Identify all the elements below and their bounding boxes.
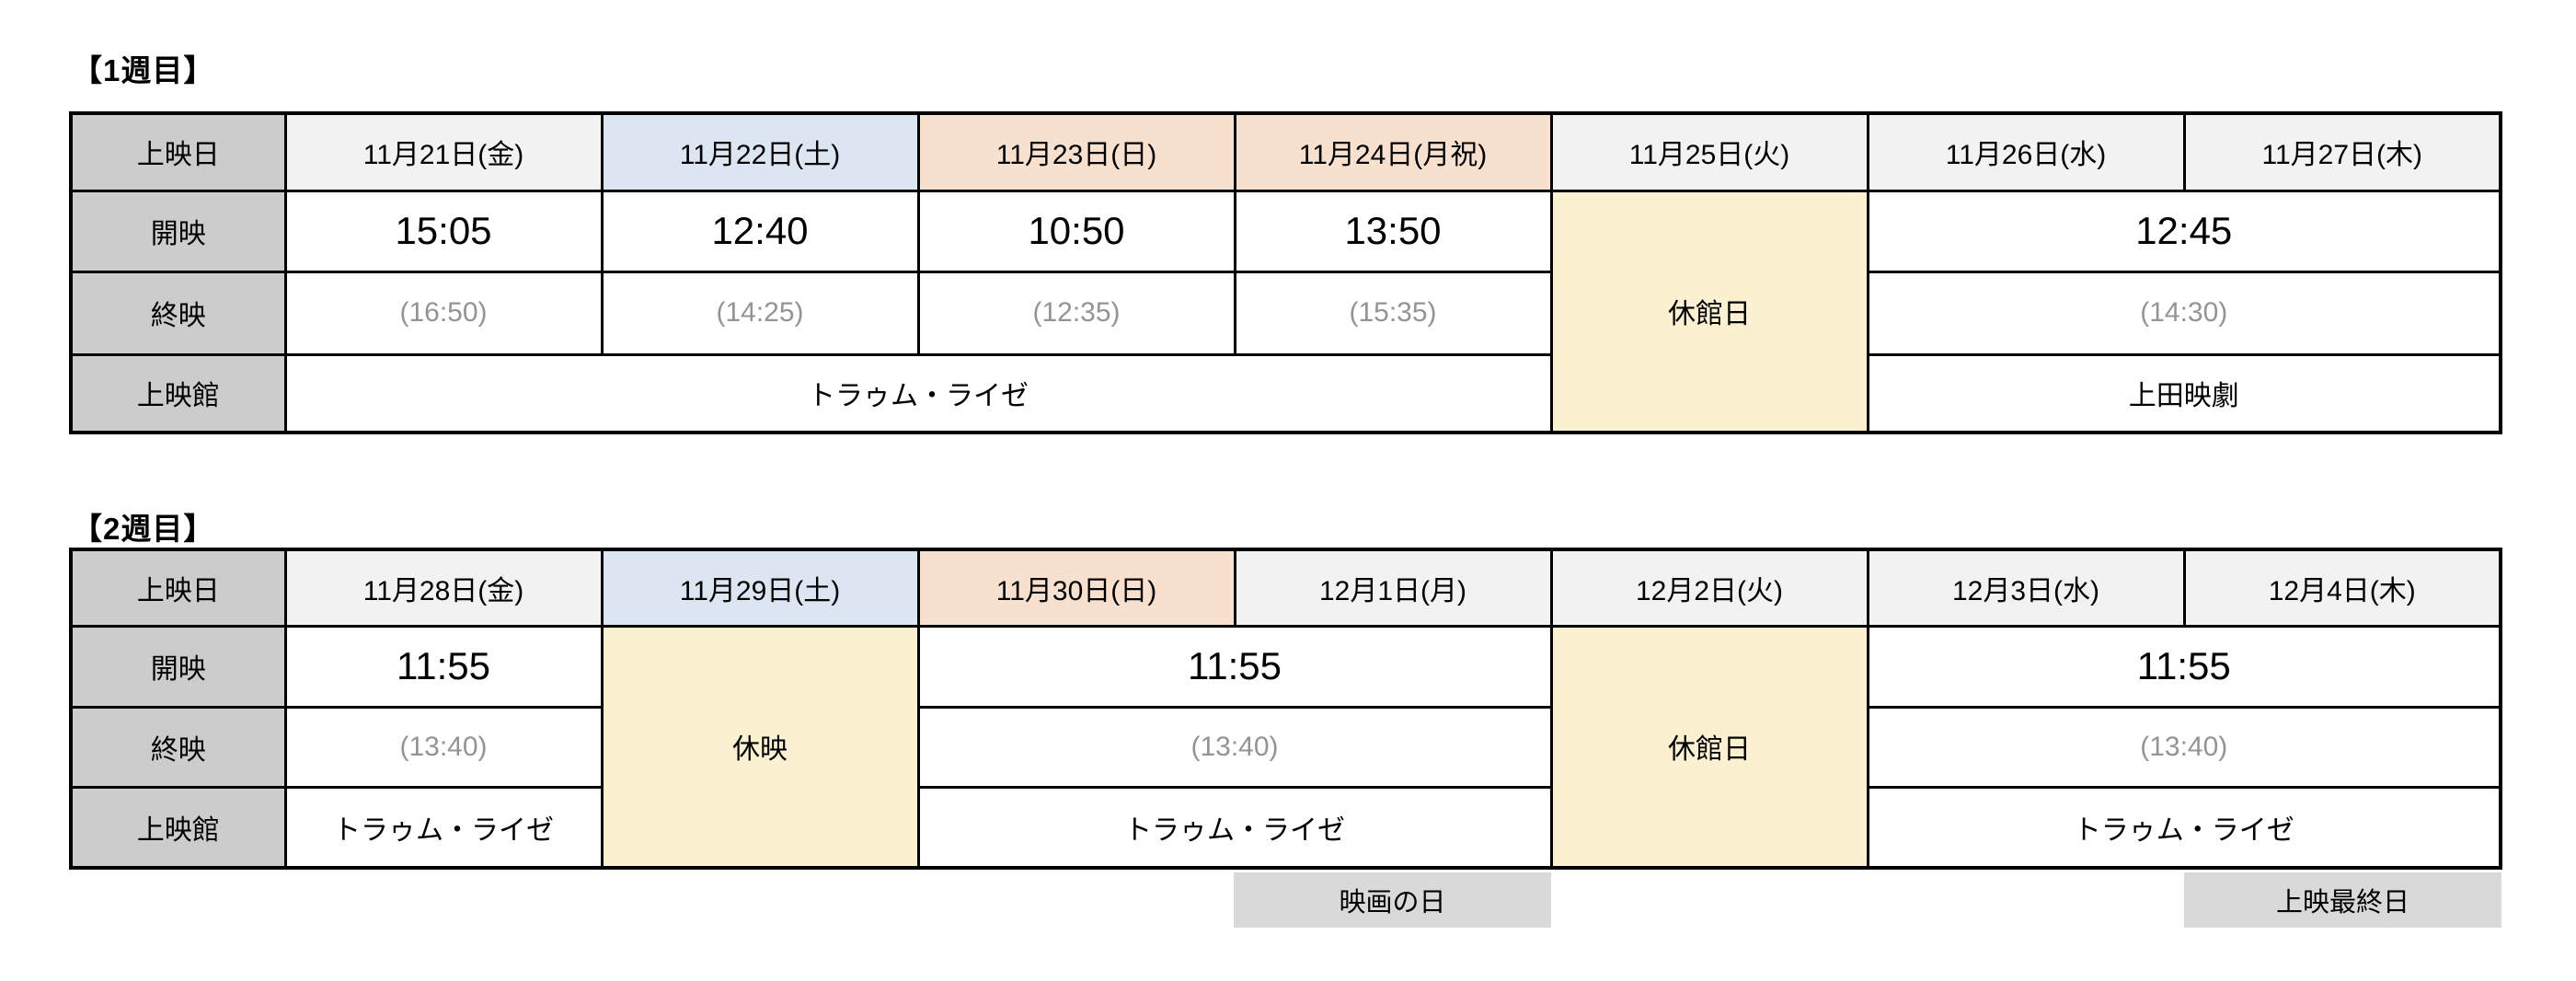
end-time-cell: (16:50) bbox=[283, 270, 604, 356]
week2-venue-row: 上映館 トラゥム・ライゼ トラゥム・ライゼ トラゥム・ライゼ bbox=[69, 785, 2502, 870]
week2-start-row: 開映 11:55 休映 11:55 休館日 11:55 bbox=[69, 624, 2502, 870]
date-cell: 11月26日(水) bbox=[1866, 111, 2186, 192]
start-time-cell: 10:50 bbox=[916, 189, 1236, 273]
date-cell: 12月1日(月) bbox=[1233, 548, 1553, 628]
venue-cell: トラゥム・ライゼ bbox=[283, 785, 604, 870]
start-time-cell: 12:40 bbox=[600, 189, 920, 273]
week1-schedule-table: 上映日 11月21日(金) 11月22日(土) 11月23日(日) 11月24日… bbox=[69, 111, 2502, 434]
end-time-cell: (13:40) bbox=[283, 705, 604, 789]
date-cell: 12月2日(火) bbox=[1549, 548, 1869, 628]
date-cell: 11月25日(火) bbox=[1549, 111, 1869, 192]
closed-day-cell: 休館日 bbox=[1549, 189, 1869, 434]
start-time-cell: 11:55 bbox=[283, 624, 604, 709]
start-time-cell: 12:45 bbox=[1866, 189, 2502, 273]
end-time-cell: (14:25) bbox=[600, 270, 920, 356]
venue-cell: トラゥム・ライゼ bbox=[916, 785, 1553, 870]
week1-title: 【1週目】 bbox=[72, 53, 215, 87]
end-time-cell: (13:40) bbox=[1866, 705, 2502, 789]
week1-venue-row: 上映館 トラゥム・ライゼ 上田映劇 bbox=[69, 352, 2502, 434]
closed-day-cell: 休館日 bbox=[1549, 624, 1869, 870]
week1-header-row: 上映日 11月21日(金) 11月22日(土) 11月23日(日) 11月24日… bbox=[69, 111, 2502, 192]
week1-start-row: 開映 15:05 12:40 10:50 13:50 休館日 12:45 bbox=[69, 189, 2502, 434]
date-cell: 11月22日(土) bbox=[600, 111, 920, 192]
row-label-end: 終映 bbox=[69, 270, 287, 356]
end-time-cell: (15:35) bbox=[1233, 270, 1553, 356]
venue-cell: 上田映劇 bbox=[1866, 352, 2502, 434]
date-cell: 12月3日(水) bbox=[1866, 548, 2186, 628]
end-time-cell: (14:30) bbox=[1866, 270, 2502, 356]
week2-title: 【2週目】 bbox=[72, 512, 215, 546]
week1-end-row: 終映 (16:50) (14:25) (12:35) (15:35) (14:3… bbox=[69, 270, 2502, 356]
row-label-venue: 上映館 bbox=[69, 785, 287, 870]
start-time-cell: 15:05 bbox=[283, 189, 604, 273]
start-time-cell: 11:55 bbox=[1866, 624, 2502, 709]
date-cell: 11月28日(金) bbox=[283, 548, 604, 628]
week2-header-row: 上映日 11月28日(金) 11月29日(土) 11月30日(日) 12月1日(… bbox=[69, 548, 2502, 628]
date-cell: 11月24日(月祝) bbox=[1233, 111, 1553, 192]
no-screening-cell: 休映 bbox=[600, 624, 920, 870]
date-cell: 11月27日(木) bbox=[2182, 111, 2502, 192]
start-time-cell: 11:55 bbox=[916, 624, 1553, 709]
row-label-venue: 上映館 bbox=[69, 352, 287, 434]
movie-day-badge: 映画の日 bbox=[1234, 872, 1551, 928]
date-cell: 11月21日(金) bbox=[283, 111, 604, 192]
date-cell: 11月29日(土) bbox=[600, 548, 920, 628]
last-screening-day-badge: 上映最終日 bbox=[2184, 872, 2501, 928]
end-time-cell: (12:35) bbox=[916, 270, 1236, 356]
week2-end-row: 終映 (13:40) (13:40) (13:40) bbox=[69, 705, 2502, 789]
row-label-start: 開映 bbox=[69, 189, 287, 273]
start-time-cell: 13:50 bbox=[1233, 189, 1553, 273]
date-cell: 11月30日(日) bbox=[916, 548, 1236, 628]
end-time-cell: (13:40) bbox=[916, 705, 1553, 789]
row-label-date: 上映日 bbox=[69, 111, 287, 192]
row-label-end: 終映 bbox=[69, 705, 287, 789]
row-label-date: 上映日 bbox=[69, 548, 287, 628]
row-label-start: 開映 bbox=[69, 624, 287, 709]
venue-cell: トラゥム・ライゼ bbox=[1866, 785, 2502, 870]
venue-cell: トラゥム・ライゼ bbox=[283, 352, 1553, 434]
date-cell: 12月4日(木) bbox=[2182, 548, 2502, 628]
date-cell: 11月23日(日) bbox=[916, 111, 1236, 192]
week2-schedule-table: 上映日 11月28日(金) 11月29日(土) 11月30日(日) 12月1日(… bbox=[69, 548, 2502, 870]
